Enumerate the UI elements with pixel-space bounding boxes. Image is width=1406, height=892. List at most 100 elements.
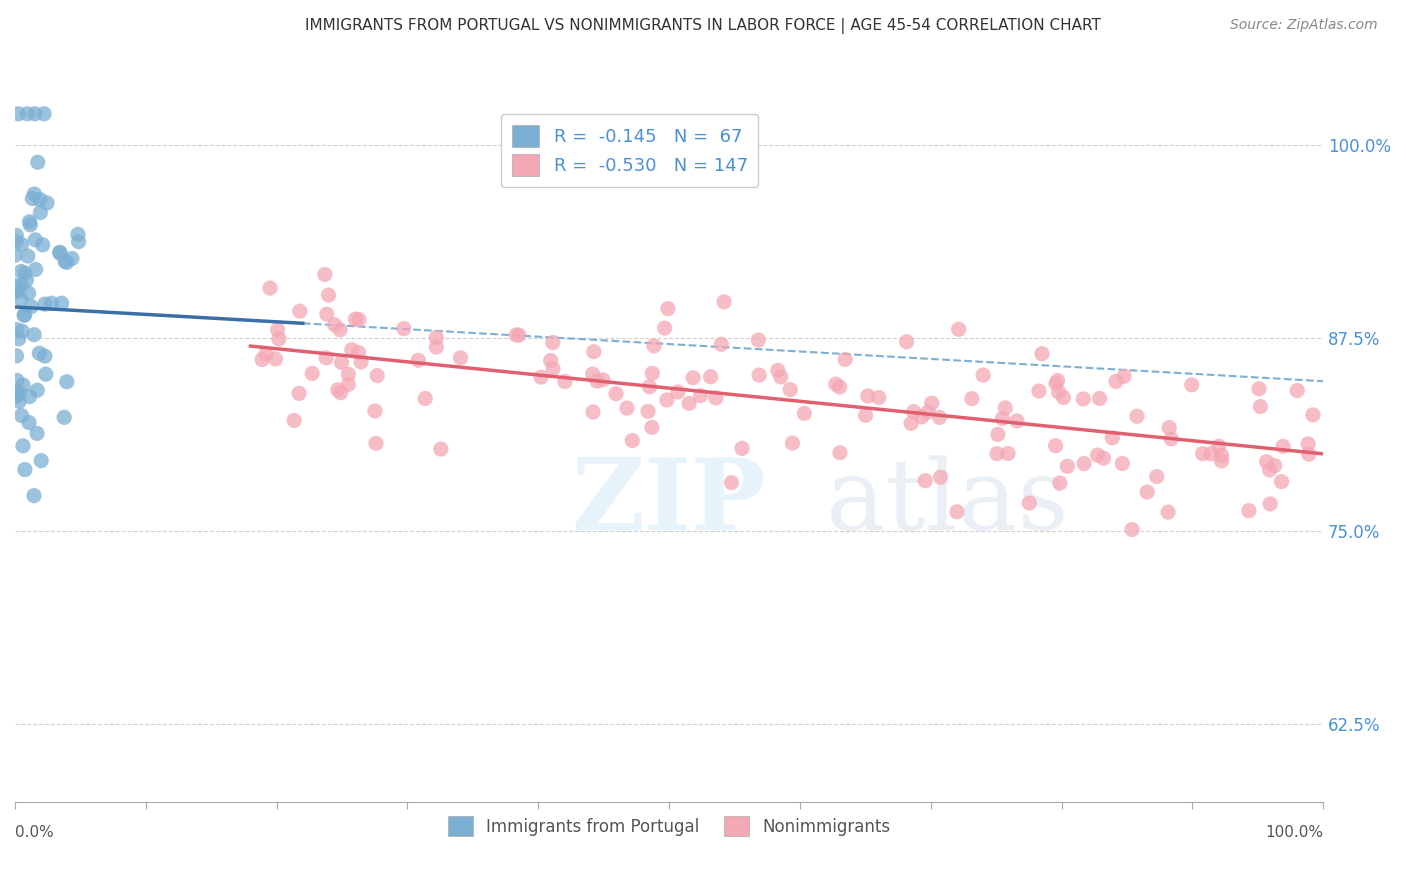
Point (17, 286, 39, 301)
Point (20, 300, 42, 314)
Point (14, 308, 37, 322)
Point (856, 389, 879, 403)
Point (10, 264, 32, 278)
Point (720, 475, 742, 490)
Point (18, 390, 41, 404)
Point (1031, 347, 1053, 361)
Point (896, 334, 918, 349)
Point (41, 296, 63, 310)
Point (13, 308, 35, 322)
Point (28, 346, 51, 360)
Point (425, 331, 447, 345)
Point (35, 367, 58, 381)
Point (323, 318, 346, 332)
Point (10, 409, 32, 423)
Point (554, 375, 576, 389)
Point (14, 266, 37, 280)
Point (24, 233, 46, 247)
Point (1056, 459, 1078, 474)
Point (643, 339, 665, 353)
Point (56, 375, 79, 389)
Point (55, 255, 77, 269)
Point (329, 323, 352, 337)
Point (1045, 376, 1067, 391)
Point (917, 405, 939, 419)
Point (540, 353, 562, 368)
Point (32, 107, 55, 121)
Point (748, 368, 770, 383)
Point (747, 333, 769, 347)
Point (30, 193, 52, 207)
Point (7, 332, 30, 346)
Point (315, 307, 337, 321)
Point (900, 417, 922, 431)
Point (1146, 469, 1168, 483)
Point (779, 383, 801, 397)
Point (713, 294, 735, 309)
Text: 0.0%: 0.0% (15, 825, 53, 839)
Point (366, 368, 388, 383)
Point (928, 410, 950, 425)
Point (1126, 409, 1149, 424)
Point (6, 349, 28, 363)
Point (17, 249, 39, 263)
Point (10, 278, 32, 293)
Point (60, 252, 83, 266)
Point (7, 107, 30, 121)
Point (6, 385, 28, 400)
Point (1258, 497, 1281, 511)
Point (250, 352, 273, 367)
Point (1258, 463, 1281, 477)
Point (1088, 392, 1111, 406)
Point (22, 489, 45, 503)
Point (1111, 457, 1133, 471)
Point (10, 237, 32, 252)
Point (903, 404, 925, 418)
Point (828, 446, 851, 460)
Point (288, 304, 311, 318)
Point (1052, 391, 1074, 405)
Point (1157, 505, 1180, 519)
Point (678, 396, 700, 410)
Point (283, 413, 305, 427)
Point (15, 107, 38, 121)
Point (48, 245, 70, 260)
Point (592, 373, 614, 387)
Point (425, 340, 447, 354)
Point (337, 368, 360, 382)
Point (53, 254, 76, 268)
Point (1049, 476, 1071, 491)
Point (769, 370, 792, 384)
Point (326, 383, 349, 397)
Point (413, 392, 436, 406)
Point (347, 345, 370, 359)
Point (22, 186, 45, 201)
Point (1191, 447, 1213, 461)
Point (929, 470, 952, 484)
Point (49, 246, 72, 260)
Point (406, 353, 429, 368)
Point (855, 409, 877, 423)
Point (948, 322, 970, 336)
Point (638, 380, 661, 394)
Point (4, 285, 27, 299)
Point (30, 205, 52, 219)
Point (987, 427, 1010, 442)
Point (1018, 496, 1040, 510)
Point (21, 192, 44, 206)
Point (1237, 504, 1260, 518)
Point (24, 107, 46, 121)
Point (34, 349, 56, 363)
Point (1247, 382, 1270, 396)
Point (259, 281, 281, 295)
Point (10, 292, 32, 306)
Text: IMMIGRANTS FROM PORTUGAL VS NONIMMIGRANTS IN LABOR FORCE | AGE 45-54 CORRELATION: IMMIGRANTS FROM PORTUGAL VS NONIMMIGRANT… (305, 18, 1101, 34)
Point (1181, 377, 1204, 392)
Point (337, 377, 360, 392)
Point (657, 301, 679, 316)
Point (731, 442, 754, 456)
Point (27, 155, 49, 169)
Point (14, 462, 37, 476)
Point (986, 447, 1008, 461)
Point (8, 386, 31, 401)
